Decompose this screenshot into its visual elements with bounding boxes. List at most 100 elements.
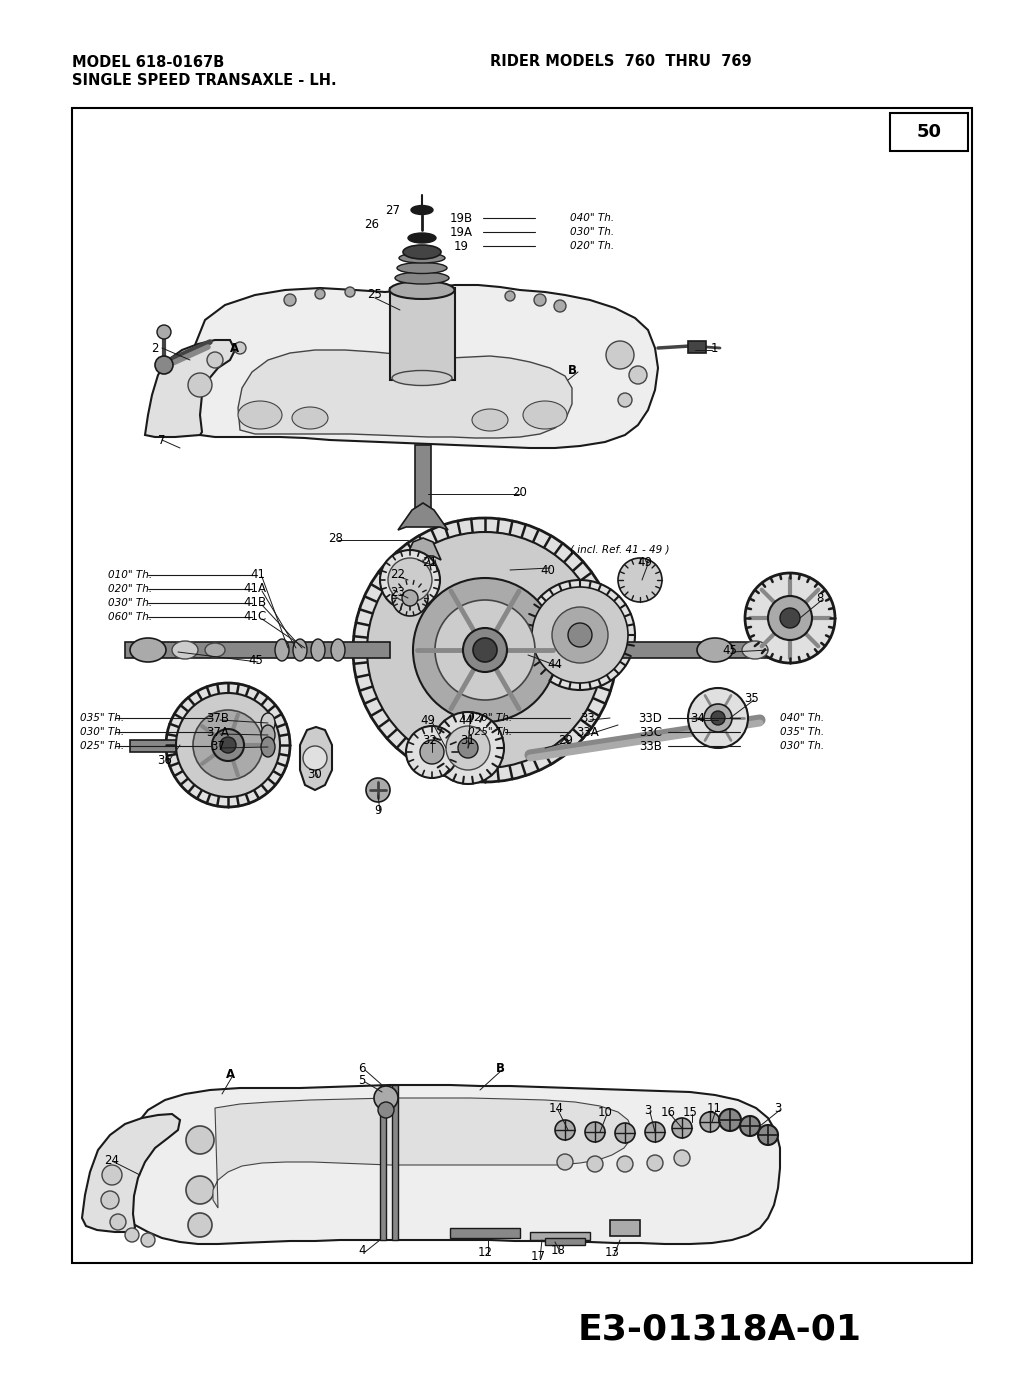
- Bar: [125, 643, 390, 658]
- Polygon shape: [82, 1114, 180, 1232]
- Bar: [72, 108, 972, 1263]
- Ellipse shape: [292, 408, 328, 428]
- Ellipse shape: [742, 641, 768, 659]
- Text: 10: 10: [598, 1106, 612, 1118]
- Text: A: A: [230, 342, 239, 355]
- Polygon shape: [238, 351, 572, 438]
- Text: 15: 15: [682, 1106, 698, 1118]
- Circle shape: [557, 1155, 573, 1170]
- Text: RIDER MODELS  760  THRU  769: RIDER MODELS 760 THRU 769: [490, 54, 751, 70]
- Text: 45: 45: [722, 644, 738, 657]
- Text: 19B: 19B: [450, 211, 473, 224]
- Ellipse shape: [697, 638, 733, 662]
- Polygon shape: [300, 727, 332, 790]
- Circle shape: [534, 294, 546, 306]
- Circle shape: [366, 778, 390, 803]
- Text: 26: 26: [364, 218, 380, 231]
- Text: 5: 5: [358, 1074, 365, 1086]
- Text: 37B: 37B: [206, 712, 229, 725]
- Text: 31: 31: [460, 733, 476, 747]
- Bar: [600, 643, 800, 658]
- Text: 12: 12: [478, 1245, 492, 1259]
- Text: 14: 14: [548, 1102, 563, 1114]
- Text: 33B: 33B: [639, 740, 662, 753]
- Text: 020" Th.: 020" Th.: [570, 241, 614, 250]
- Ellipse shape: [172, 641, 198, 659]
- Ellipse shape: [397, 263, 447, 274]
- Bar: [130, 740, 228, 753]
- Text: 020" Th.: 020" Th.: [108, 584, 152, 594]
- Circle shape: [525, 580, 635, 690]
- Circle shape: [647, 1155, 663, 1171]
- Circle shape: [157, 325, 171, 339]
- Circle shape: [711, 711, 725, 725]
- Circle shape: [446, 726, 490, 771]
- Text: 37: 37: [211, 740, 225, 753]
- Bar: [392, 1085, 398, 1239]
- Text: SINGLE SPEED TRANSAXLE - LH.: SINGLE SPEED TRANSAXLE - LH.: [72, 72, 336, 88]
- Circle shape: [420, 740, 444, 764]
- Bar: [890, 113, 968, 152]
- Text: 7: 7: [158, 434, 166, 447]
- Circle shape: [406, 726, 458, 778]
- Ellipse shape: [130, 638, 166, 662]
- Circle shape: [166, 683, 290, 807]
- Ellipse shape: [472, 409, 508, 431]
- Bar: [688, 341, 706, 353]
- Circle shape: [700, 1111, 720, 1132]
- Text: 18: 18: [550, 1244, 566, 1256]
- Text: 24: 24: [104, 1153, 120, 1167]
- Text: 035" Th.: 035" Th.: [80, 714, 124, 723]
- Text: 33: 33: [581, 712, 595, 725]
- Ellipse shape: [392, 370, 452, 385]
- Text: 025" Th.: 025" Th.: [467, 727, 512, 737]
- Circle shape: [315, 289, 325, 299]
- Circle shape: [552, 606, 608, 664]
- Circle shape: [374, 1086, 398, 1110]
- Text: 025" Th.: 025" Th.: [80, 741, 124, 751]
- Circle shape: [740, 1116, 760, 1136]
- Circle shape: [188, 373, 212, 396]
- Text: B: B: [495, 1061, 505, 1074]
- Ellipse shape: [261, 714, 275, 733]
- Text: 040" Th.: 040" Th.: [780, 714, 825, 723]
- Text: 030" Th.: 030" Th.: [780, 741, 825, 751]
- Text: 3: 3: [774, 1102, 781, 1114]
- Circle shape: [186, 1125, 214, 1155]
- Circle shape: [155, 356, 173, 374]
- Bar: [390, 288, 455, 380]
- Circle shape: [413, 579, 557, 722]
- Ellipse shape: [408, 234, 436, 243]
- Text: 49: 49: [638, 555, 652, 569]
- Text: 035" Th.: 035" Th.: [780, 727, 825, 737]
- Bar: [610, 1220, 640, 1237]
- Text: MODEL 618-0167B: MODEL 618-0167B: [72, 56, 224, 70]
- Circle shape: [234, 342, 246, 353]
- Text: 19A: 19A: [450, 225, 473, 238]
- Text: E3-01318A-01: E3-01318A-01: [578, 1313, 862, 1346]
- Circle shape: [101, 1191, 119, 1209]
- Bar: [545, 1238, 585, 1245]
- Circle shape: [473, 638, 497, 662]
- Circle shape: [303, 746, 327, 771]
- Circle shape: [719, 1109, 741, 1131]
- Circle shape: [768, 595, 812, 640]
- Ellipse shape: [523, 401, 567, 428]
- Circle shape: [458, 739, 478, 758]
- Polygon shape: [213, 1097, 632, 1207]
- Text: 29: 29: [558, 733, 574, 747]
- Ellipse shape: [311, 638, 325, 661]
- Circle shape: [125, 1228, 139, 1242]
- Circle shape: [193, 709, 263, 780]
- Text: 35: 35: [745, 691, 760, 704]
- Text: 22: 22: [390, 569, 406, 581]
- Text: 060" Th.: 060" Th.: [108, 612, 152, 622]
- Circle shape: [432, 712, 504, 785]
- Circle shape: [587, 1156, 603, 1173]
- Circle shape: [110, 1214, 126, 1230]
- Circle shape: [367, 531, 603, 768]
- Ellipse shape: [261, 737, 275, 757]
- Circle shape: [704, 704, 732, 732]
- Circle shape: [672, 1118, 692, 1138]
- Text: 41A: 41A: [244, 583, 266, 595]
